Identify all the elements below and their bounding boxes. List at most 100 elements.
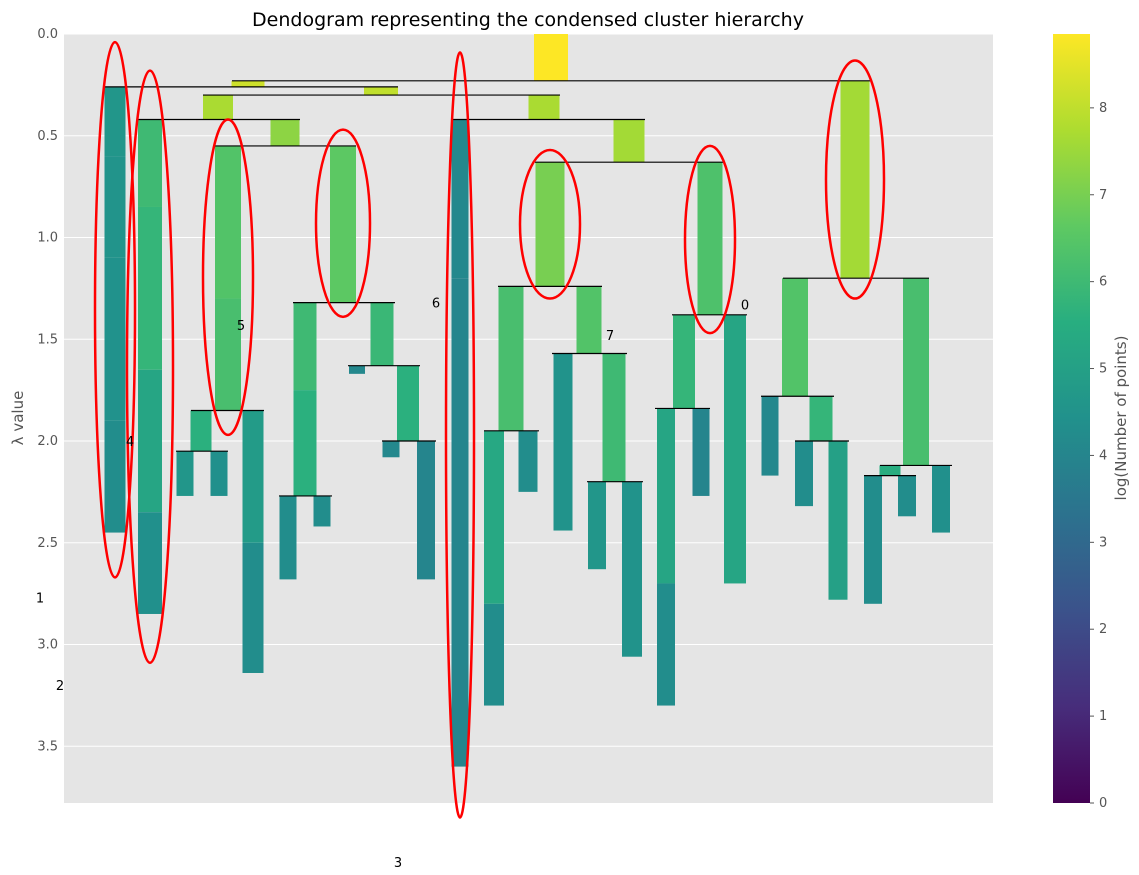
colorbar-label: log(Number of points) bbox=[1112, 336, 1130, 501]
cluster-label-1: 1 bbox=[36, 592, 44, 607]
cluster-label-4: 4 bbox=[126, 435, 134, 450]
branch-bar-17 bbox=[215, 298, 241, 411]
branch-bar-37 bbox=[576, 286, 602, 354]
branch-bar-35 bbox=[535, 162, 565, 287]
branch-bar-48 bbox=[657, 408, 675, 584]
branch-bar-56 bbox=[828, 441, 848, 600]
branch-bar-14 bbox=[138, 369, 162, 513]
branch-bar-30 bbox=[397, 365, 419, 441]
merge-lines bbox=[105, 80, 952, 497]
branch-bar-42 bbox=[602, 353, 626, 482]
branch-bar-2 bbox=[364, 86, 398, 96]
branch-bar-49 bbox=[657, 583, 675, 706]
branch-bar-7 bbox=[840, 80, 870, 279]
y-tick-label: 2.5 bbox=[37, 536, 58, 551]
branch-bar-11 bbox=[104, 420, 126, 533]
branch-bar-51 bbox=[782, 278, 808, 397]
y-tick-label: 1.5 bbox=[37, 332, 58, 347]
colorbar-tick-label: 6 bbox=[1099, 275, 1107, 290]
branch-bar-47 bbox=[724, 314, 746, 584]
selected-cluster-ellipse-3 bbox=[314, 128, 372, 319]
y-tick-label: 1.0 bbox=[37, 231, 58, 246]
branch-bar-55 bbox=[795, 441, 813, 507]
branch-bar-28 bbox=[313, 495, 331, 527]
branch-bar-15 bbox=[138, 512, 162, 614]
branch-bar-34 bbox=[451, 278, 469, 767]
y-tick-label: 2.0 bbox=[37, 434, 58, 449]
colorbar-tick-label: 5 bbox=[1099, 362, 1107, 377]
branch-bar-13 bbox=[138, 206, 162, 370]
selected-cluster-ellipse-0 bbox=[93, 40, 137, 579]
colorbar-tick-label: 0 bbox=[1099, 796, 1107, 811]
branch-bar-26 bbox=[370, 302, 394, 366]
cluster-label-6: 6 bbox=[432, 297, 440, 312]
branch-bar-41 bbox=[553, 353, 573, 531]
branch-bar-6 bbox=[613, 119, 645, 163]
branch-bar-0 bbox=[534, 34, 568, 81]
branch-bar-50 bbox=[692, 408, 710, 496]
branch-bar-27 bbox=[279, 495, 297, 580]
selected-cluster-ellipse-1 bbox=[125, 69, 175, 665]
branch-bar-36 bbox=[498, 286, 524, 431]
branch-bar-31 bbox=[382, 441, 400, 458]
colorbar-tick-label: 1 bbox=[1099, 709, 1107, 724]
y-tick-label: 0.0 bbox=[37, 27, 58, 42]
branch-bar-29 bbox=[349, 365, 365, 374]
colorbar-tick-label: 2 bbox=[1099, 622, 1107, 637]
y-axis-ticks: 0.0 0.5 1.0 1.5 2.0 2.5 3.0 3.5 bbox=[37, 27, 58, 754]
cluster-label-0: 0 bbox=[741, 299, 749, 314]
branch-bar-54 bbox=[809, 396, 833, 441]
branch-bar-46 bbox=[673, 314, 695, 409]
colorbar-tick-label: 7 bbox=[1099, 188, 1107, 203]
selected-cluster-ellipse-5 bbox=[518, 148, 582, 300]
branch-bar-8 bbox=[104, 86, 126, 157]
branch-bar-57 bbox=[879, 465, 901, 476]
branch-bar-19 bbox=[190, 410, 212, 452]
colorbar-tick-label: 4 bbox=[1099, 448, 1107, 463]
branch-bar-33 bbox=[451, 119, 469, 279]
cluster-label-5: 5 bbox=[237, 319, 245, 334]
y-tick-label: 3.0 bbox=[37, 638, 58, 653]
branch-bar-4 bbox=[528, 95, 560, 120]
branch-bar-40 bbox=[518, 430, 538, 492]
chart-title: Dendogram representing the condensed clu… bbox=[252, 9, 804, 31]
branch-bar-9 bbox=[104, 156, 126, 258]
branch-bar-60 bbox=[898, 475, 916, 517]
branch-bar-38 bbox=[484, 430, 504, 604]
branch-bar-45 bbox=[697, 162, 723, 315]
branch-bar-32 bbox=[417, 441, 435, 580]
cluster-label-2: 2 bbox=[56, 679, 64, 694]
selected-cluster-ellipses bbox=[93, 40, 886, 819]
branch-bar-59 bbox=[864, 475, 882, 604]
colorbar-tick-label: 3 bbox=[1099, 535, 1107, 550]
branch-bar-3 bbox=[203, 95, 233, 120]
cluster-label-7: 7 bbox=[606, 329, 614, 344]
branch-bar-44 bbox=[622, 481, 642, 657]
branch-bar-23 bbox=[210, 451, 228, 496]
branch-bar-43 bbox=[588, 481, 606, 570]
branch-bar-12 bbox=[138, 119, 162, 207]
branch-bar-22 bbox=[176, 451, 194, 496]
colorbar-ticks: 0 1 2 3 4 5 6 7 8 bbox=[1090, 101, 1107, 811]
branch-bar-24 bbox=[293, 302, 317, 391]
selected-cluster-ellipse-4 bbox=[444, 51, 476, 819]
branch-bar-25 bbox=[293, 390, 317, 496]
branch-bars bbox=[104, 34, 950, 767]
y-tick-label: 0.5 bbox=[37, 129, 58, 144]
branch-bar-58 bbox=[932, 465, 950, 533]
branch-bar-5 bbox=[270, 119, 300, 146]
branch-bar-52 bbox=[903, 278, 929, 466]
cluster-label-3: 3 bbox=[394, 856, 402, 871]
branch-bar-18 bbox=[330, 145, 356, 303]
branch-bar-20 bbox=[242, 410, 264, 543]
branch-bar-21 bbox=[242, 542, 264, 673]
branch-bar-39 bbox=[484, 603, 504, 706]
branch-bar-53 bbox=[761, 396, 779, 476]
cluster-annotations: 0 1 2 3 4 5 6 7 bbox=[36, 297, 749, 872]
colorbar bbox=[1053, 34, 1090, 803]
selected-cluster-ellipse-6 bbox=[683, 144, 737, 335]
branch-bar-1 bbox=[231, 80, 265, 87]
colorbar-tick-label: 8 bbox=[1099, 101, 1107, 116]
